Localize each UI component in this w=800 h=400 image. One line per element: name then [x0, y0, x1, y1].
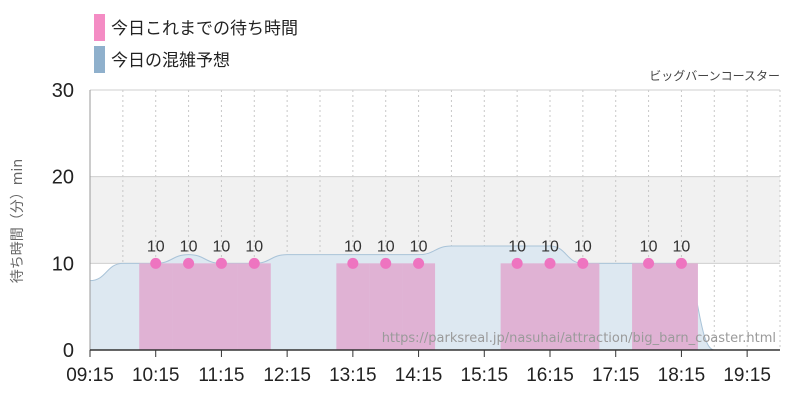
y-tick-label: 20: [52, 167, 74, 189]
highlight-band: [90, 176, 780, 264]
data-label: 10: [245, 238, 263, 255]
source-url: https://parksreal.jp/nasuhai/attraction/…: [382, 331, 776, 346]
plot-area: 10 10 10 10 10 10 10 10 10 10 10 10 0 10 20 30 09:15 10:1…: [52, 80, 781, 386]
y-tick-label: 10: [52, 253, 74, 275]
wait-time-bar: [632, 263, 666, 350]
wait-time-point: [215, 257, 227, 269]
x-tick-label: 19:15: [723, 365, 771, 386]
wait-time-point: [380, 257, 392, 269]
x-tick-label: 12:15: [263, 365, 311, 386]
y-tick-label: 0: [63, 340, 74, 362]
data-label: 10: [180, 238, 198, 255]
data-label: 10: [508, 238, 526, 255]
data-label: 10: [377, 238, 395, 255]
data-label: 10: [640, 238, 658, 255]
wait-time-point: [643, 257, 655, 269]
wait-time-bar: [402, 263, 436, 350]
data-label: 10: [541, 238, 559, 255]
x-tick-label: 14:15: [395, 365, 443, 386]
wait-time-point: [413, 257, 425, 269]
y-axis-label: 待ち時間（分）min: [10, 159, 26, 283]
wait-time-point: [248, 257, 260, 269]
legend-swatch-forecast: [94, 46, 105, 73]
wait-time-bar: [369, 263, 403, 350]
x-tick-label: 17:15: [592, 365, 640, 386]
wait-time-point: [675, 257, 687, 269]
wait-time-bar: [204, 263, 238, 350]
x-tick-label: 13:15: [329, 365, 377, 386]
wait-time-bar: [533, 263, 567, 350]
x-tick-label: 11:15: [198, 365, 244, 386]
wait-time-point: [183, 257, 195, 269]
wait-time-bar: [172, 263, 206, 350]
x-tick-label: 18:15: [658, 365, 706, 386]
legend-label-forecast: 今日の混雑予想: [111, 51, 230, 71]
wait-time-point: [150, 257, 162, 269]
wait-time-bar: [237, 263, 271, 350]
wait-time-bar: [664, 263, 698, 350]
x-tick-label: 15:15: [461, 365, 509, 386]
wait-time-point: [347, 257, 359, 269]
ride-name: ビッグバーンコースター: [649, 69, 780, 83]
wait-time-bar: [139, 263, 173, 350]
x-tick-label: 16:15: [526, 365, 574, 386]
legend-label-wait-time: 今日これまでの待ち時間: [111, 19, 298, 39]
data-label: 10: [147, 238, 165, 255]
legend: 今日これまでの待ち時間 今日の混雑予想: [94, 14, 298, 73]
data-label: 10: [344, 238, 362, 255]
wait-time-point: [511, 257, 523, 269]
data-label: 10: [574, 238, 592, 255]
wait-time-bar: [336, 263, 370, 350]
wait-time-point: [577, 257, 589, 269]
wait-time-bar: [566, 263, 600, 350]
x-tick-label: 10:15: [132, 365, 180, 386]
legend-swatch-wait-time: [94, 14, 105, 41]
wait-time-point: [544, 257, 556, 269]
data-label: 10: [410, 238, 428, 255]
forecast-line: [89, 245, 780, 351]
data-label: 10: [673, 238, 691, 255]
data-label: 10: [213, 238, 231, 255]
x-tick-label: 09:15: [66, 365, 114, 386]
wait-time-bar: [500, 263, 534, 350]
y-tick-label: 30: [52, 80, 74, 102]
